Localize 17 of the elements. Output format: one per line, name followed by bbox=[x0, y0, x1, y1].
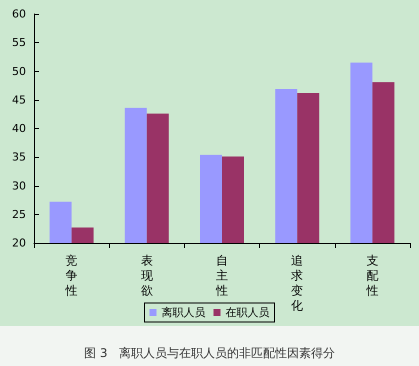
x-tick-label: 支配性 bbox=[365, 254, 378, 298]
legend-label: 离职人员 bbox=[162, 306, 206, 319]
y-tick-label: 60 bbox=[12, 8, 26, 20]
y-tick-label: 25 bbox=[12, 208, 26, 221]
x-tick-label: 表现欲 bbox=[140, 254, 153, 298]
x-tick-label: 自主性 bbox=[215, 254, 228, 298]
y-tick-label: 35 bbox=[12, 150, 26, 164]
y-tick-label: 40 bbox=[12, 122, 26, 135]
x-tick-label: 竞争性 bbox=[64, 254, 78, 298]
y-tick-label: 55 bbox=[12, 36, 26, 50]
y-tick-label: 30 bbox=[12, 179, 26, 192]
y-tick-label: 20 bbox=[12, 236, 26, 250]
text: 图 3 离职人员与在职人员的非匹配性因素得分 bbox=[84, 346, 335, 360]
y-tick-label: 45 bbox=[12, 93, 26, 106]
legend-label: 在职人员 bbox=[226, 306, 270, 319]
x-tick-label: 追求变化 bbox=[291, 254, 304, 312]
y-tick-label: 50 bbox=[12, 64, 26, 78]
